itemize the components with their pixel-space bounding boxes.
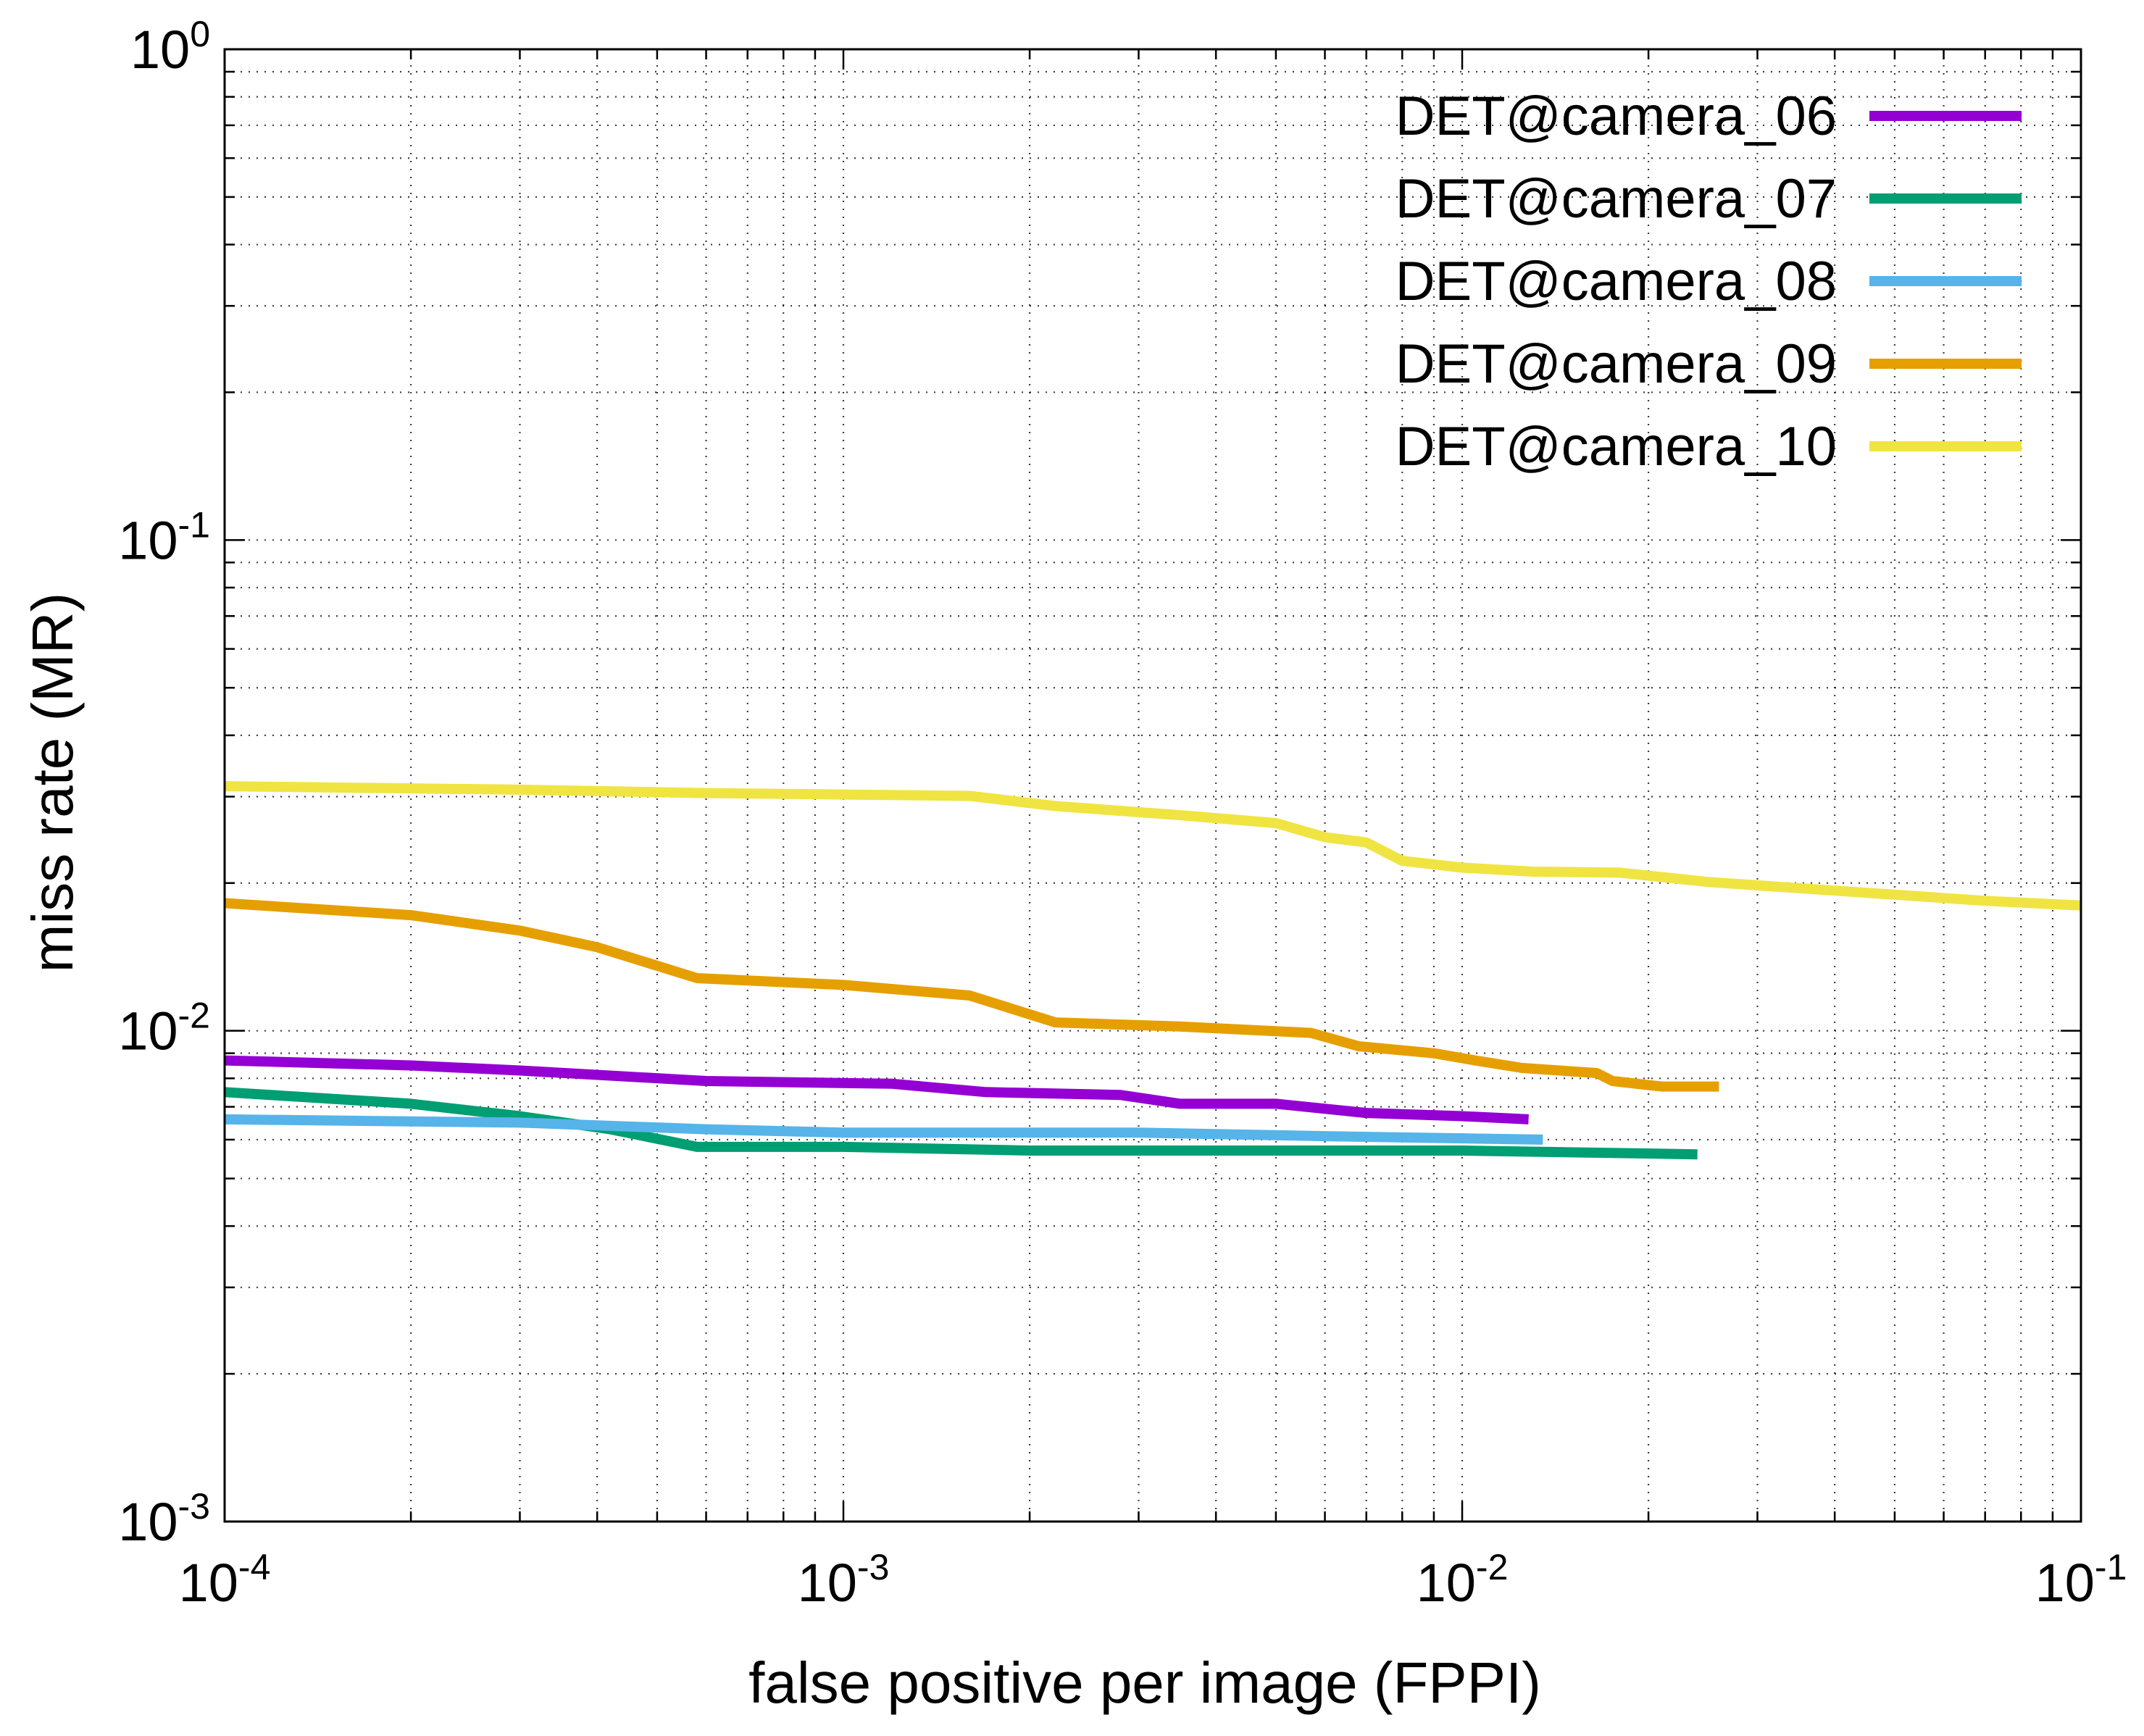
x-tick-exponent: -2 [1476,1547,1508,1587]
legend-label: DET@camera_06 [1396,85,1837,147]
x-axis-title: false positive per image (FPPI) [748,1651,1541,1715]
y-tick-label: 10-3 [118,1486,210,1552]
x-tick-base: 10 [1417,1553,1476,1613]
y-tick-exponent: -1 [178,504,210,545]
legend-label: DET@camera_07 [1396,168,1837,230]
y-tick-base: 10 [118,1001,178,1061]
x-tick-base: 10 [798,1553,857,1613]
legend-label: DET@camera_10 [1396,416,1837,477]
legend-label: DET@camera_08 [1396,251,1837,312]
series-line-det-camera-10 [224,781,2082,911]
x-tick-label: 10-1 [2035,1547,2127,1613]
y-tick-exponent: 0 [190,14,210,54]
y-tick-label: 100 [130,14,210,80]
x-tick-label: 10-2 [1417,1547,1509,1613]
x-tick-exponent: -1 [2095,1547,2127,1587]
y-tick-base: 10 [118,1492,178,1552]
series-line-det-camera-08 [224,1114,1543,1145]
x-tick-label: 10-4 [179,1547,271,1613]
y-tick-exponent: -3 [178,1486,210,1527]
series-line-det-camera-07 [224,1087,1698,1160]
x-tick-base: 10 [2035,1553,2095,1613]
y-tick-base: 10 [118,510,178,570]
series-lines [224,781,2082,1160]
x-tick-exponent: -4 [238,1547,270,1587]
y-tick-label: 10-1 [118,504,210,570]
plot-frame [223,48,2082,1523]
y-axis-title: miss rate (MR) [20,593,85,972]
x-tick-base: 10 [179,1553,238,1613]
legend: DET@camera_06 DET@camera_07 DET@camera_08 D… [1396,85,2022,477]
legend-label: DET@camera_09 [1396,333,1837,395]
series-line-det-camera-06 [224,1055,1529,1124]
series-line-det-camera-09 [224,898,1719,1092]
y-tick-base: 10 [130,20,190,80]
x-tick-exponent: -3 [857,1547,889,1587]
y-tick-exponent: -2 [178,996,210,1036]
x-tick-label: 10-3 [798,1547,890,1613]
y-tick-label: 10-2 [118,996,210,1061]
